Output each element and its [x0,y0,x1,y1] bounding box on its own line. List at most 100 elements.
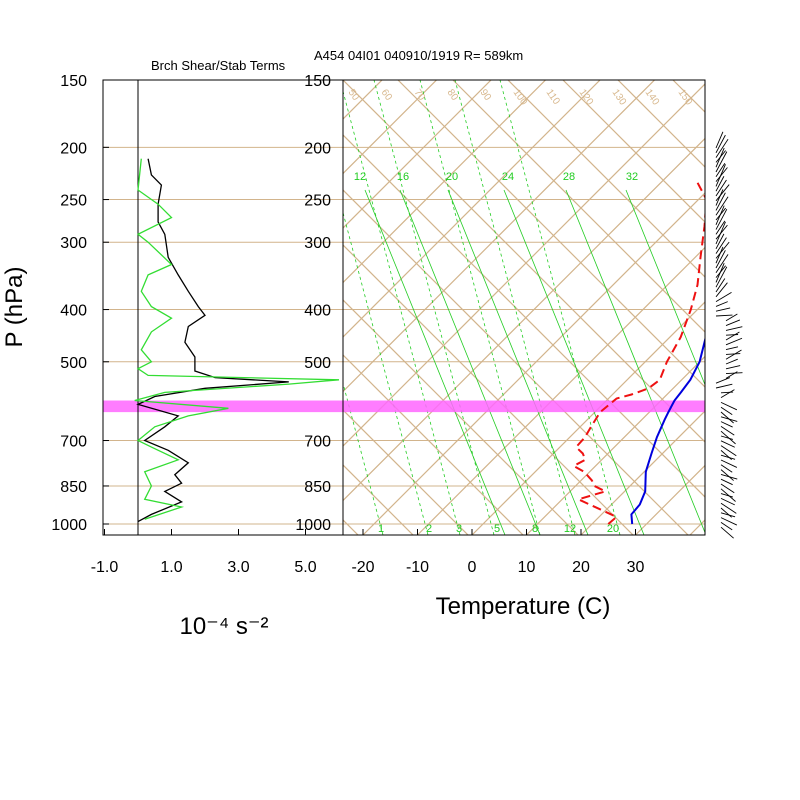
wind-barb [725,331,740,341]
wind-barb [715,246,724,264]
wind-barb [720,416,738,422]
wind-barb [725,326,743,331]
shear-panel-title: Brch Shear/Stab Terms [151,58,286,73]
isotherm-line [417,246,705,535]
temperature-tick-label: 0 [468,559,477,576]
mixing-ratio-line [419,80,541,535]
wind-barb [725,358,738,365]
pressure-tick-label: 850 [304,479,331,496]
pressure-tick-label: 700 [60,434,87,451]
wind-barb [715,307,731,312]
wind-barb [720,469,734,481]
wind-barb [720,483,735,494]
wind-barb [720,517,738,526]
wind-barb [720,512,736,518]
wind-barb [715,314,733,317]
pressure-tick-label: 300 [304,235,331,252]
shear-tick-label: 1.0 [160,559,182,576]
wind-barb [715,291,732,302]
mixing-ratio-line [565,189,705,534]
isotherm-line [471,301,705,535]
mixing-ratio-line [364,189,506,535]
pressure-tick-label: 250 [304,193,331,210]
wind-barb [725,319,741,327]
wind-barb [715,377,731,384]
mixing-ratio-label: 8 [532,523,538,535]
wind-barb [720,440,735,448]
temperature-tick-label: -20 [351,559,374,576]
wind-barb [715,263,725,283]
mixing-ratio-label: 16 [397,171,409,183]
temperature-profile-line [630,336,705,525]
wind-barb [725,346,739,351]
wind-barb [715,131,724,149]
dry-adiabat-line [562,80,705,223]
wind-barb [720,478,733,486]
wind-barb [720,401,738,411]
isotherm-line [343,137,705,502]
pressure-axis-title: P (hPa) [1,267,28,348]
isotherm-line [362,192,705,535]
wind-barb [720,411,734,424]
sounding-panel-title: A454 04I01 040910/1919 R= 589km [314,48,523,63]
mixing-ratio-label: 28 [563,171,575,183]
dry-adiabat-line [343,354,524,535]
dry-adiabat-line [343,299,579,535]
mixing-ratio-label: 1 [378,523,384,535]
dry-adiabat-line [452,80,705,333]
pressure-tick-label: 200 [304,140,331,157]
wind-barb [720,445,737,457]
wind-barb [720,406,733,415]
temperature-axis-title: Temperature (C) [436,593,611,620]
wind-barb [715,209,728,230]
isotherm-line [343,80,601,338]
wind-barb [720,493,734,498]
mixing-ratio-line [499,80,621,535]
wind-barb [715,147,725,168]
wind-barb [725,349,742,360]
isotherm-line [343,80,656,393]
mixing-ratio-label: 20 [446,171,458,183]
pressure-tick-label: 150 [304,73,331,90]
mixing-ratio-label: 12 [564,523,576,535]
shear-tick-label: -1.0 [91,559,119,576]
mixing-ratio-label: 12 [354,171,366,183]
wind-barb [715,233,725,250]
wind-barb [715,196,729,216]
dry-adiabat-line [617,80,705,168]
wind-barb [720,522,733,531]
wind-barb [715,224,728,240]
wind-barb [715,282,728,298]
pressure-tick-label: 250 [60,193,87,210]
temperature-tick-label: -10 [406,559,429,576]
isotherm-line [343,80,547,284]
isotherm-line [343,80,492,229]
mixing-ratio-label: 24 [502,171,514,183]
dewpoint-profile-line [571,179,705,525]
dry-adiabat-line [343,189,689,535]
isotherm-line [526,355,705,535]
mixing-ratio-line [399,189,541,535]
pressure-tick-label: 150 [60,73,87,90]
wind-barb [715,176,725,192]
mixing-ratio-label: 5 [494,523,500,535]
mixing-ratio-line [447,189,589,535]
wind-barb [715,192,726,211]
pressure-tick-label: 400 [60,303,87,320]
wind-barb [715,138,729,158]
shear-layer-highlight-band [103,400,705,413]
wind-barb [715,184,730,202]
skewt-grid-lines [343,80,705,535]
wind-barb [720,526,734,539]
wind-barb [715,164,726,187]
dry-adiabat-line [507,80,705,278]
temperature-tick-label: 10 [518,559,536,576]
wind-barb [720,454,736,460]
mixing-ratio-line [503,189,645,535]
mixing-ratio-line [343,89,461,535]
isotherm-line [343,83,705,447]
pressure-tick-label: 1000 [295,517,331,534]
mixing-ratio-label: 32 [626,171,638,183]
